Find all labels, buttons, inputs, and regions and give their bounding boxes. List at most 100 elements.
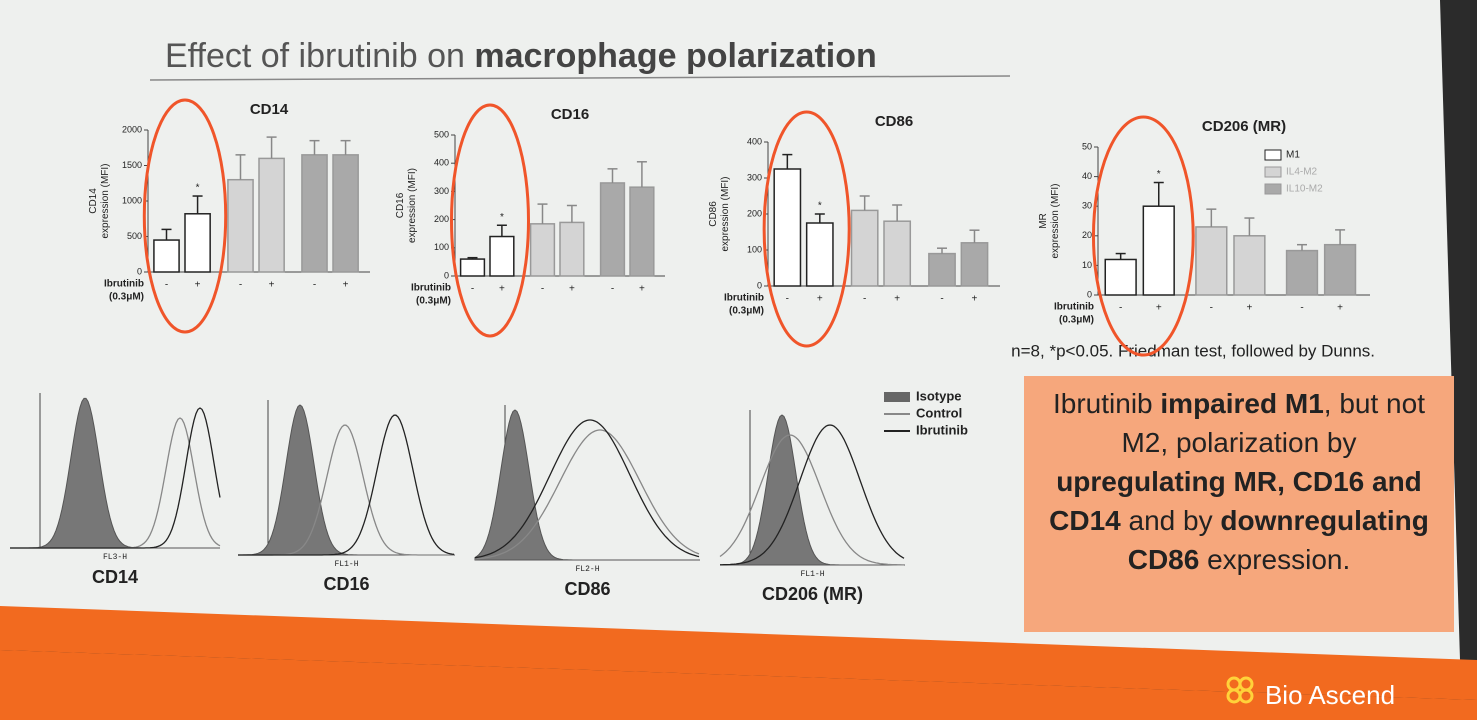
x-tick-label: + (195, 280, 201, 291)
x-tick-label: - (940, 294, 943, 305)
ibrutinib-curve (720, 424, 905, 566)
bar (960, 242, 989, 287)
x-tick-label: + (972, 294, 978, 305)
hist-axis-label: FL3-H (103, 553, 127, 562)
ibrutinib-curve (474, 419, 700, 559)
y-tick-label: 0 (137, 266, 142, 276)
significance-mark: * (818, 201, 822, 212)
ibrutinib-curve (238, 414, 455, 556)
highlight-ellipse (450, 103, 530, 338)
conclusion-text: and by (1120, 505, 1221, 536)
x-tick-label: - (1300, 303, 1303, 314)
y-axis-label: MRexpression (MFI) (1038, 183, 1061, 258)
isotype-curve (10, 397, 220, 549)
y-tick-label: 50 (1082, 141, 1092, 151)
bar (773, 168, 802, 287)
x-tick-label: - (1119, 303, 1122, 314)
hist-label: CD14 (92, 567, 138, 587)
legend-label: M1 (1286, 150, 1300, 161)
orange-band-lower (0, 650, 1477, 720)
chart-title: CD16 (551, 106, 589, 123)
y-label-line: MR (1038, 213, 1049, 229)
x-tick-label: - (541, 284, 544, 295)
conclusion-text: impaired M1 (1160, 388, 1324, 419)
control-curve (719, 434, 904, 566)
x-tick-label: - (786, 294, 789, 305)
x-tick-label: - (611, 284, 614, 295)
y-tick-label: 100 (434, 242, 449, 252)
y-tick-label: 400 (747, 136, 762, 146)
y-label-line: expression (MFI) (407, 168, 418, 243)
bar (301, 154, 328, 273)
x-axis-label: Ibrutinib (724, 293, 764, 304)
bar (332, 154, 359, 273)
footnote: n=8, *p<0.05. Friedman test, followed by… (1011, 341, 1375, 360)
y-tick-label: 10 (1082, 260, 1092, 270)
x-tick-label: + (894, 294, 900, 305)
y-tick-label: 400 (434, 158, 449, 168)
x-tick-label: + (639, 284, 645, 295)
x-tick-label: + (1246, 303, 1252, 314)
y-axis-label: CD16expression (MFI) (395, 168, 418, 243)
title-rule (149, 75, 1011, 81)
y-tick-label: 500 (434, 129, 449, 139)
bar (1323, 243, 1357, 296)
bar (928, 252, 956, 287)
chart-title: CD86 (875, 113, 913, 130)
x-axis-label: (0.3μM) (729, 306, 764, 317)
highlight-ellipse (762, 110, 851, 348)
legend-swatch (884, 392, 910, 402)
logo: Bio Ascend (1265, 680, 1395, 710)
y-axis-label: CD86expression (MFI) (708, 176, 731, 251)
legend-label: IL10-M2 (1286, 184, 1323, 195)
x-axis-label: (0.3μM) (109, 292, 144, 303)
x-tick-label: + (499, 284, 505, 295)
y-tick-label: 30 (1082, 201, 1092, 211)
y-label-line: CD14 (88, 188, 99, 214)
legend-swatch (1264, 166, 1282, 178)
significance-mark: * (1157, 169, 1161, 180)
conclusion-box: Ibrutinib impaired M1, but not M2, polar… (1024, 376, 1454, 632)
bar (1142, 205, 1175, 296)
legend-label: IL4-M2 (1286, 167, 1318, 178)
conclusion-text: , but not M2, polarization by (1121, 388, 1425, 458)
y-tick-label: 300 (747, 172, 762, 182)
chart-title: CD14 (250, 101, 289, 118)
y-tick-label: 300 (434, 186, 449, 196)
significance-mark: * (196, 183, 200, 194)
hist-label: CD86 (564, 579, 610, 599)
x-tick-label: + (569, 284, 575, 295)
y-tick-label: 0 (444, 270, 449, 280)
y-tick-label: 100 (747, 244, 762, 254)
hist-axis-label: FL1-H (800, 570, 824, 579)
bar (883, 220, 912, 287)
hist-legend-label: Ibrutinib (916, 422, 968, 437)
isotype-curve (720, 414, 905, 566)
highlight-ellipse (142, 98, 228, 334)
bar (184, 213, 211, 273)
conclusion-text: Ibrutinib (1053, 388, 1161, 419)
logo-icon (1226, 676, 1254, 704)
hist-label: CD206 (MR) (762, 584, 863, 604)
bar (459, 258, 486, 277)
orange-band (0, 606, 1477, 700)
bar (227, 178, 254, 273)
hist-label: CD16 (323, 574, 369, 594)
control-curve (474, 429, 700, 560)
bar (258, 157, 285, 273)
x-tick-label: + (817, 294, 823, 305)
x-tick-label: + (1156, 303, 1162, 314)
y-tick-label: 500 (127, 231, 142, 241)
slide-title: Effect of ibrutinib on macrophage polari… (165, 37, 877, 75)
bar (1104, 258, 1137, 296)
bar (850, 209, 879, 287)
y-tick-label: 2000 (122, 124, 142, 134)
title-part: Effect of ibrutinib on (165, 37, 474, 75)
bar (1285, 249, 1319, 296)
ibrutinib-curve (10, 407, 221, 549)
title-part: macrophage polarization (474, 37, 876, 75)
y-tick-label: 20 (1082, 230, 1092, 240)
x-tick-label: - (165, 280, 168, 291)
y-tick-label: 0 (1087, 289, 1092, 299)
bar (529, 223, 556, 277)
